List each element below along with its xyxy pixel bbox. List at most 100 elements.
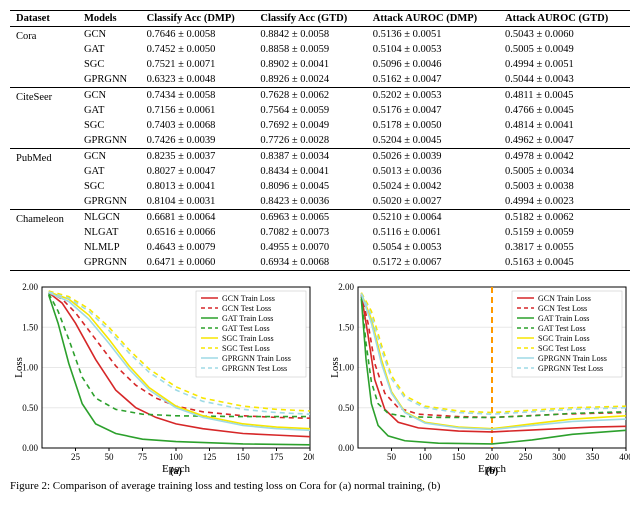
cell: 0.8434 ± 0.0041: [254, 164, 366, 179]
table-row: SGC0.7521 ± 0.00710.8902 ± 0.00410.5096 …: [10, 57, 630, 72]
cell: 0.6471 ± 0.0060: [141, 255, 255, 271]
cell: 0.5136 ± 0.0051: [367, 27, 499, 43]
svg-text:100: 100: [169, 452, 183, 462]
svg-text:(a): (a): [170, 466, 182, 476]
table-row: CoraGCN0.7646 ± 0.00580.8842 ± 0.00580.5…: [10, 27, 630, 43]
cell: 0.5159 ± 0.0059: [499, 225, 630, 240]
cell: 0.6323 ± 0.0048: [141, 72, 255, 88]
cell: 0.5178 ± 0.0050: [367, 118, 499, 133]
svg-text:GPRGNN Train Loss: GPRGNN Train Loss: [538, 354, 607, 363]
svg-text:150: 150: [452, 452, 466, 462]
svg-text:GPRGNN Test Loss: GPRGNN Test Loss: [538, 364, 603, 373]
cell: SGC: [78, 179, 141, 194]
svg-text:125: 125: [203, 452, 217, 462]
cell: 0.8842 ± 0.0058: [254, 27, 366, 43]
svg-text:SGC Train Loss: SGC Train Loss: [538, 334, 590, 343]
table-row: PubMedGCN0.8235 ± 0.00370.8387 ± 0.00340…: [10, 149, 630, 165]
cell: 0.5176 ± 0.0047: [367, 103, 499, 118]
svg-text:Loss: Loss: [329, 357, 341, 378]
cell: 0.5202 ± 0.0053: [367, 88, 499, 104]
svg-text:50: 50: [105, 452, 115, 462]
cell: 0.4643 ± 0.0079: [141, 240, 255, 255]
cell: 0.7156 ± 0.0061: [141, 103, 255, 118]
table-row: CiteSeerGCN0.7434 ± 0.00580.7628 ± 0.006…: [10, 88, 630, 104]
cell: GCN: [78, 88, 141, 104]
table-row: GAT0.7452 ± 0.00500.8858 ± 0.00590.5104 …: [10, 42, 630, 57]
svg-text:GAT Train Loss: GAT Train Loss: [222, 314, 273, 323]
cell: 0.5013 ± 0.0036: [367, 164, 499, 179]
dataset-cell: CiteSeer: [10, 88, 78, 149]
cell: 0.8902 ± 0.0041: [254, 57, 366, 72]
svg-text:GCN Test Loss: GCN Test Loss: [222, 304, 271, 313]
charts-row: 0.000.501.001.502.0025507510012515017520…: [10, 281, 630, 476]
cell: 0.5104 ± 0.0053: [367, 42, 499, 57]
cell: 0.8423 ± 0.0036: [254, 194, 366, 210]
cell: 0.7434 ± 0.0058: [141, 88, 255, 104]
svg-text:GAT Test Loss: GAT Test Loss: [538, 324, 586, 333]
cell: 0.4814 ± 0.0041: [499, 118, 630, 133]
cell: 0.6516 ± 0.0066: [141, 225, 255, 240]
svg-text:200: 200: [303, 452, 314, 462]
chart-b: 0.000.501.001.502.0050100150200250300350…: [326, 281, 630, 476]
table-row: NLGAT0.6516 ± 0.00660.7082 ± 0.00730.511…: [10, 225, 630, 240]
svg-text:0.00: 0.00: [22, 443, 38, 453]
cell: 0.5005 ± 0.0049: [499, 42, 630, 57]
cell: 0.7628 ± 0.0062: [254, 88, 366, 104]
cell: 0.6681 ± 0.0064: [141, 210, 255, 226]
cell: 0.8387 ± 0.0034: [254, 149, 366, 165]
cell: 0.5163 ± 0.0045: [499, 255, 630, 271]
cell: NLGCN: [78, 210, 141, 226]
cell: 0.3817 ± 0.0055: [499, 240, 630, 255]
dataset-cell: PubMed: [10, 149, 78, 210]
cell: 0.4811 ± 0.0045: [499, 88, 630, 104]
cell: 0.4955 ± 0.0070: [254, 240, 366, 255]
svg-text:GCN Test Loss: GCN Test Loss: [538, 304, 587, 313]
cell: 0.5096 ± 0.0046: [367, 57, 499, 72]
svg-text:150: 150: [236, 452, 250, 462]
col-header: Attack AUROC (GTD): [499, 11, 630, 27]
svg-text:50: 50: [387, 452, 397, 462]
cell: NLGAT: [78, 225, 141, 240]
svg-text:GAT Test Loss: GAT Test Loss: [222, 324, 270, 333]
cell: 0.7426 ± 0.0039: [141, 133, 255, 149]
col-header: Classify Acc (DMP): [141, 11, 255, 27]
svg-text:25: 25: [71, 452, 81, 462]
svg-text:200: 200: [485, 452, 499, 462]
col-header: Attack AUROC (DMP): [367, 11, 499, 27]
cell: 0.8013 ± 0.0041: [141, 179, 255, 194]
svg-text:2.00: 2.00: [22, 282, 38, 292]
cell: 0.6963 ± 0.0065: [254, 210, 366, 226]
cell: 0.7692 ± 0.0049: [254, 118, 366, 133]
cell: 0.7726 ± 0.0028: [254, 133, 366, 149]
cell: 0.7646 ± 0.0058: [141, 27, 255, 43]
cell: GPRGNN: [78, 133, 141, 149]
cell: GCN: [78, 27, 141, 43]
svg-text:GCN Train Loss: GCN Train Loss: [538, 294, 591, 303]
cell: 0.7082 ± 0.0073: [254, 225, 366, 240]
cell: 0.5182 ± 0.0062: [499, 210, 630, 226]
table-header-row: DatasetModelsClassify Acc (DMP)Classify …: [10, 11, 630, 27]
cell: 0.5026 ± 0.0039: [367, 149, 499, 165]
dataset-cell: Chameleon: [10, 210, 78, 271]
cell: 0.5020 ± 0.0027: [367, 194, 499, 210]
svg-text:0.00: 0.00: [338, 443, 354, 453]
cell: GAT: [78, 164, 141, 179]
svg-text:250: 250: [519, 452, 533, 462]
cell: 0.5043 ± 0.0060: [499, 27, 630, 43]
table-row: GAT0.8027 ± 0.00470.8434 ± 0.00410.5013 …: [10, 164, 630, 179]
cell: 0.5044 ± 0.0043: [499, 72, 630, 88]
svg-text:1.50: 1.50: [22, 322, 38, 332]
cell: 0.6934 ± 0.0068: [254, 255, 366, 271]
cell: 0.7521 ± 0.0071: [141, 57, 255, 72]
cell: GPRGNN: [78, 72, 141, 88]
cell: 0.5116 ± 0.0061: [367, 225, 499, 240]
table-row: SGC0.7403 ± 0.00680.7692 ± 0.00490.5178 …: [10, 118, 630, 133]
svg-text:GPRGNN Train Loss: GPRGNN Train Loss: [222, 354, 291, 363]
cell: 0.5172 ± 0.0067: [367, 255, 499, 271]
cell: 0.8235 ± 0.0037: [141, 149, 255, 165]
dataset-cell: Cora: [10, 27, 78, 88]
table-row: GPRGNN0.7426 ± 0.00390.7726 ± 0.00280.52…: [10, 133, 630, 149]
cell: 0.5005 ± 0.0034: [499, 164, 630, 179]
cell: 0.7564 ± 0.0059: [254, 103, 366, 118]
svg-text:400: 400: [619, 452, 630, 462]
